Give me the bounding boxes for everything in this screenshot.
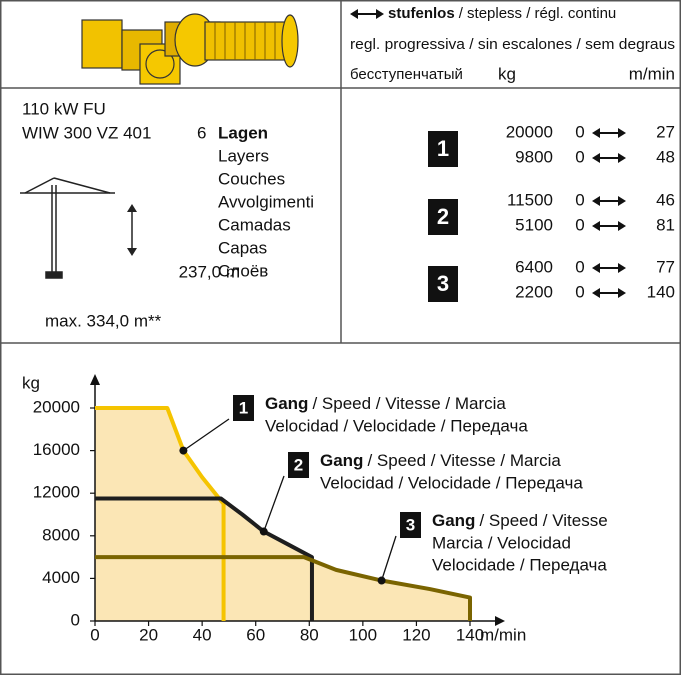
annotation-line: Velocidad / Velocidade / Передача xyxy=(265,416,528,435)
winch-icon xyxy=(82,14,298,84)
header-rest: / stepless / régl. continu xyxy=(459,5,617,22)
speed-from: 0 xyxy=(575,147,584,166)
x-axis-label: m/min xyxy=(480,625,526,644)
x-tick-label: 100 xyxy=(349,625,377,644)
x-tick-label: 140 xyxy=(456,625,484,644)
y-tick-label: 12000 xyxy=(33,483,80,502)
annotation-bold: Gang xyxy=(320,451,363,470)
layer-label: Lagen xyxy=(218,123,268,142)
layer-label: Capas xyxy=(218,238,267,257)
annotation-text: / Speed / Vitesse xyxy=(479,511,607,530)
gear-number: 1 xyxy=(239,398,248,417)
x-tick-label: 0 xyxy=(90,625,99,644)
load-kg: 11500 xyxy=(507,190,553,209)
gear-number: 2 xyxy=(294,455,303,474)
load-kg: 2200 xyxy=(515,282,553,301)
callout-dot xyxy=(179,447,187,455)
header-line1: stufenlos/ stepless / régl. continu xyxy=(388,5,616,22)
y-tick-label: 8000 xyxy=(42,525,80,544)
x-tick-label: 60 xyxy=(246,625,265,644)
speed-to: 140 xyxy=(647,282,675,301)
annotation-text: / Speed / Vitesse / Marcia xyxy=(312,394,506,413)
annotation-text: / Speed / Vitesse / Marcia xyxy=(367,451,561,470)
speed-from: 0 xyxy=(575,190,584,209)
load-kg: 20000 xyxy=(506,122,553,141)
annotation-bold: Gang xyxy=(265,394,308,413)
y-tick-label: 20000 xyxy=(33,397,80,416)
layer-label: Layers xyxy=(218,146,269,165)
speed-to: 77 xyxy=(656,257,675,276)
x-tick-label: 120 xyxy=(402,625,430,644)
annotation-line: Gang/ Speed / Vitesse / Marcia xyxy=(265,394,506,413)
gear-number: 3 xyxy=(437,271,449,296)
y-axis-arrow xyxy=(90,374,100,385)
header-bold: stufenlos xyxy=(388,5,455,22)
header-line2: regl. progressiva / sin escalones / sem … xyxy=(350,36,675,53)
callout-dot xyxy=(378,577,386,585)
callout-line xyxy=(264,476,284,532)
annotation-line: Gang/ Speed / Vitesse / Marcia xyxy=(320,451,561,470)
layer-label: Avvolgimenti xyxy=(218,192,314,211)
x-tick-label: 40 xyxy=(193,625,212,644)
y-tick-label: 0 xyxy=(71,610,80,629)
header-line3: бесступенчатый xyxy=(350,66,463,83)
unit-speed: m/min xyxy=(629,64,675,83)
y-tick-label: 4000 xyxy=(42,568,80,587)
layers-count: 6 xyxy=(197,123,206,142)
area-fill xyxy=(95,557,470,621)
annotation-line: Marcia / Velocidad xyxy=(432,533,571,552)
annotation-line: Velocidad / Velocidade / Передача xyxy=(320,473,583,492)
annotation-bold: Gang xyxy=(432,511,475,530)
speed-from: 0 xyxy=(575,282,584,301)
layer-label: Camadas xyxy=(218,215,291,234)
x-tick-label: 80 xyxy=(300,625,319,644)
x-tick-label: 20 xyxy=(139,625,158,644)
load-kg: 5100 xyxy=(515,215,553,234)
annotation-line: Gang/ Speed / Vitesse xyxy=(432,511,608,530)
power: 110 kW FU xyxy=(22,99,106,118)
datasheet: stufenlos/ stepless / régl. continu regl… xyxy=(0,0,681,675)
gear-number: 1 xyxy=(437,136,449,161)
rope-length: 237,0 m xyxy=(179,262,240,281)
y-axis-label: kg xyxy=(22,373,40,392)
double-arrow xyxy=(350,9,384,19)
unit-kg: kg xyxy=(498,64,516,83)
gear-number: 2 xyxy=(437,204,449,229)
callout-dot xyxy=(260,528,268,536)
crane-icon xyxy=(20,178,137,278)
annotation-line: Velocidade / Передача xyxy=(432,555,607,574)
layer-label: Couches xyxy=(218,169,285,188)
gear-number: 3 xyxy=(406,515,415,534)
speed-to: 81 xyxy=(656,215,675,234)
speed-to: 48 xyxy=(656,147,675,166)
load-kg: 9800 xyxy=(515,147,553,166)
callout-line xyxy=(382,536,396,581)
load-kg: 6400 xyxy=(515,257,553,276)
y-tick-label: 16000 xyxy=(33,440,80,459)
callout-line xyxy=(183,419,229,451)
speed-from: 0 xyxy=(575,257,584,276)
speed-to: 27 xyxy=(656,122,675,141)
speed-from: 0 xyxy=(575,215,584,234)
speed-to: 46 xyxy=(656,190,675,209)
speed-from: 0 xyxy=(575,122,584,141)
winch-type: WIW 300 VZ 401 xyxy=(22,123,151,142)
max-length: max. 334,0 m** xyxy=(45,311,162,330)
